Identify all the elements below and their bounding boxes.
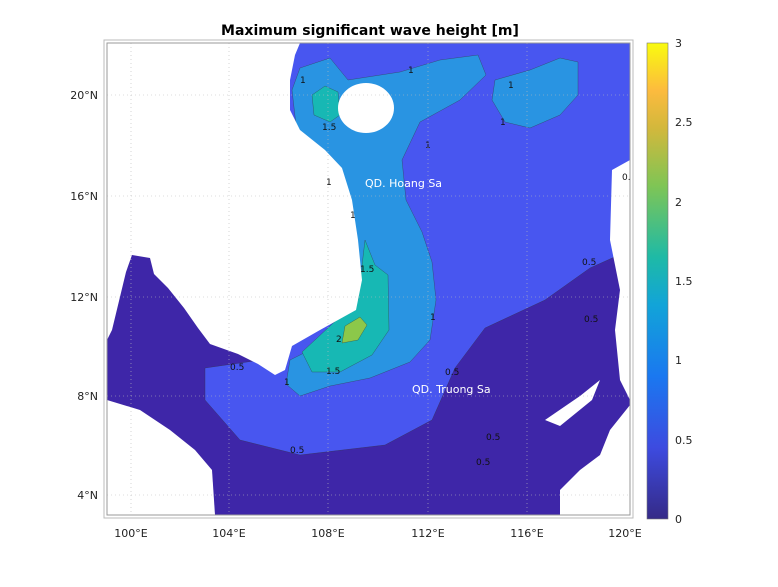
contour-label: 0.5 bbox=[476, 458, 490, 468]
contour-label: 1 bbox=[326, 178, 332, 188]
colorbar-tick-label: 2 bbox=[675, 196, 682, 209]
y-tick-label: 16°N bbox=[70, 190, 98, 203]
contour-label: 0.5 bbox=[486, 433, 500, 443]
colorbar-tick-label: 0.5 bbox=[675, 434, 693, 447]
contour-label: 1.5 bbox=[326, 367, 340, 377]
contour-label: 0.5 bbox=[445, 368, 459, 378]
contour-label: 1 bbox=[284, 378, 290, 388]
map-title: Maximum significant wave height [m] bbox=[221, 23, 519, 39]
map-outer-frame bbox=[103, 39, 634, 519]
land-palawan bbox=[545, 380, 600, 426]
x-tick-label: 112°E bbox=[411, 527, 444, 540]
land-indochina bbox=[107, 43, 362, 375]
map-frame bbox=[106, 42, 631, 516]
colorbar bbox=[646, 42, 669, 520]
land-borneo bbox=[560, 405, 630, 515]
colorbar-tick-label: 3 bbox=[675, 37, 682, 50]
contour-label: 1.5 bbox=[322, 123, 336, 133]
contour-label: 1 bbox=[508, 81, 514, 91]
contour-label: 2 bbox=[336, 335, 342, 345]
contour-label: 1 bbox=[500, 118, 506, 128]
x-tick-label: 100°E bbox=[114, 527, 147, 540]
x-tick-label: 116°E bbox=[510, 527, 543, 540]
x-axis-ticks: 100°E 104°E 108°E 112°E 116°E 120°E bbox=[114, 527, 641, 540]
y-tick-label: 8°N bbox=[77, 390, 98, 403]
land-philippines bbox=[610, 160, 630, 400]
contour-label: 1 bbox=[408, 66, 414, 76]
contour-labels: 1 1 1.5 1 1 1 1 1 1.5 0.5 0.5 1 2 1.5 0.… bbox=[230, 66, 636, 468]
contour-label: 1 bbox=[430, 313, 436, 323]
colorbar-tick-label: 1 bbox=[675, 354, 682, 367]
contour-label: 0.5 bbox=[584, 315, 598, 325]
x-tick-label: 108°E bbox=[311, 527, 344, 540]
wave-band-2-2.5 bbox=[341, 316, 368, 344]
x-tick-label: 120°E bbox=[608, 527, 641, 540]
contour-label: 1 bbox=[350, 211, 356, 221]
place-label-truong-sa: QD. Truong Sa bbox=[412, 383, 491, 396]
map-area: 1 1 1.5 1 1 1 1 1 1.5 0.5 0.5 1 2 1.5 0.… bbox=[107, 43, 636, 515]
y-axis-ticks: 20°N 16°N 12°N 8°N 4°N bbox=[70, 89, 98, 502]
land-hainan bbox=[338, 83, 394, 133]
colorbar-tick-label: 1.5 bbox=[675, 275, 693, 288]
land-malay-peninsula bbox=[107, 400, 215, 515]
colorbar-ticks: 0 0.5 1 1.5 2 2.5 3 bbox=[675, 37, 693, 526]
graticule bbox=[107, 43, 630, 515]
x-tick-label: 104°E bbox=[212, 527, 245, 540]
y-tick-label: 4°N bbox=[77, 489, 98, 502]
contour-label: 0.5 bbox=[622, 173, 636, 183]
contour-label: 0.5 bbox=[290, 446, 304, 456]
colorbar-tick-label: 2.5 bbox=[675, 116, 693, 129]
contour-label: 0.5 bbox=[230, 363, 244, 373]
y-tick-label: 20°N bbox=[70, 89, 98, 102]
y-tick-label: 12°N bbox=[70, 291, 98, 304]
contour-label: 1.5 bbox=[360, 265, 374, 275]
contour-label: 1 bbox=[425, 141, 431, 151]
contour-label: 1 bbox=[300, 76, 306, 86]
place-label-hoang-sa: QD. Hoang Sa bbox=[365, 177, 442, 190]
contour-label: 0.5 bbox=[582, 258, 596, 268]
colorbar-tick-label: 0 bbox=[675, 513, 682, 526]
wave-band-1-1.5 bbox=[285, 54, 487, 397]
wave-band-1-1.5-east-blob bbox=[491, 57, 579, 129]
